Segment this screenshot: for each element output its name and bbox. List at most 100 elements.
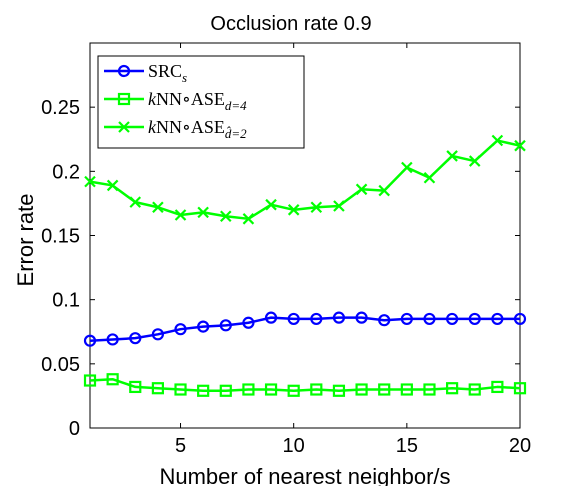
data-point — [106, 333, 119, 346]
y-tick-label: 0.25 — [41, 97, 80, 119]
data-point — [106, 179, 119, 192]
data-point — [151, 328, 164, 341]
y-tick-label: 0 — [69, 418, 80, 440]
data-point — [513, 382, 527, 395]
data-point — [491, 312, 504, 326]
data-point — [264, 311, 278, 324]
data-point — [514, 139, 526, 152]
marker-stroke — [423, 171, 436, 184]
legend-marker — [118, 121, 130, 133]
series-line — [89, 377, 521, 393]
data-point — [287, 312, 300, 326]
data-point — [423, 383, 436, 396]
marker-stroke — [152, 201, 164, 214]
marker-stroke — [118, 121, 130, 133]
data-point — [423, 171, 436, 184]
data-point — [355, 311, 368, 324]
data-point — [401, 161, 413, 174]
data-point — [106, 373, 119, 386]
data-point — [332, 311, 346, 324]
data-point — [378, 314, 391, 327]
marker-stroke — [265, 198, 277, 211]
y-axis: 0 0.05 0.1 0.15 0.2 0.25 — [41, 97, 520, 440]
data-point — [355, 183, 368, 196]
marker-stroke — [242, 213, 255, 225]
marker-stroke — [401, 161, 413, 174]
data-point — [174, 323, 187, 336]
data-point — [197, 206, 209, 219]
series-3 — [84, 134, 526, 225]
data-point — [287, 204, 300, 216]
marker-stroke — [287, 204, 300, 216]
data-point — [129, 196, 142, 208]
data-point — [332, 384, 346, 397]
data-point — [513, 312, 527, 326]
y-tick-label: 0.05 — [41, 354, 80, 376]
x-tick-label: 20 — [509, 435, 531, 457]
legend-entry: kNN∘ASEd=4 — [104, 89, 247, 113]
marker-stroke — [355, 183, 368, 196]
legend-label: kNN∘ASEd=4 — [148, 89, 247, 113]
data-point — [265, 198, 277, 211]
legend-entry: kNN∘ASEd̂=2 — [104, 117, 247, 141]
legend-label: kNN∘ASEd̂=2 — [148, 117, 247, 141]
marker-stroke — [514, 139, 526, 152]
series-line — [89, 316, 520, 342]
data-point — [310, 312, 323, 326]
legend-marker — [117, 64, 131, 78]
data-point — [129, 380, 142, 394]
data-point — [400, 383, 413, 396]
data-point — [468, 155, 481, 167]
data-point — [197, 384, 210, 397]
marker-stroke — [333, 200, 345, 212]
data-point — [152, 201, 164, 214]
marker-stroke — [106, 179, 119, 192]
data-point — [355, 383, 368, 396]
data-point — [242, 316, 255, 329]
data-point — [446, 150, 458, 162]
x-tick-label: 10 — [283, 435, 305, 457]
data-point — [83, 334, 97, 347]
data-point — [491, 380, 504, 394]
series-1 — [83, 311, 527, 347]
x-axis-label: Number of nearest neighbor/s — [159, 464, 450, 486]
data-point — [151, 382, 164, 395]
data-point — [287, 384, 300, 397]
data-point — [129, 332, 142, 345]
data-point — [378, 383, 391, 396]
marker-stroke — [310, 201, 323, 214]
data-point — [174, 209, 187, 221]
series-2 — [83, 373, 527, 397]
data-point — [84, 175, 96, 188]
data-point — [242, 213, 255, 225]
legend-marker — [117, 92, 131, 106]
data-point — [220, 210, 232, 223]
data-point — [174, 383, 187, 396]
data-point — [264, 383, 278, 396]
data-point — [400, 312, 413, 326]
data-point — [378, 184, 390, 197]
x-tick-label: 5 — [175, 435, 186, 457]
data-point — [491, 134, 504, 147]
marker-stroke — [446, 150, 458, 162]
y-tick-label: 0.15 — [41, 226, 80, 248]
marker-stroke — [197, 206, 209, 219]
data-point — [423, 312, 436, 326]
data-point — [333, 200, 345, 212]
x-axis: 5 10 15 20 — [175, 43, 531, 457]
data-point — [197, 320, 210, 333]
data-point — [242, 383, 255, 396]
y-axis-label: Error rate — [13, 194, 38, 287]
data-point — [219, 384, 232, 397]
series-layer — [83, 134, 527, 397]
marker-stroke — [174, 209, 187, 221]
data-point — [468, 383, 481, 396]
y-tick-label: 0.2 — [52, 161, 80, 183]
marker-stroke — [378, 184, 390, 197]
y-tick-label: 0.1 — [52, 290, 80, 312]
x-tick-label: 15 — [396, 435, 418, 457]
marker-stroke — [129, 196, 142, 208]
marker-stroke — [220, 210, 232, 223]
data-point — [446, 382, 459, 395]
